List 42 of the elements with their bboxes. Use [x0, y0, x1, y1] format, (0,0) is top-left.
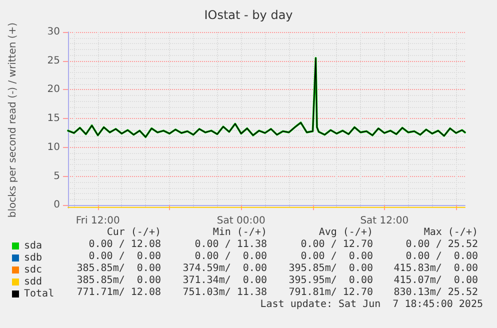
text: Avg (-/+)	[318, 227, 373, 239]
text: 0.00 / 0.00	[300, 251, 373, 263]
text: Cur (-/+)	[106, 227, 161, 239]
text: 791.81m/ 12.70	[288, 287, 373, 299]
x-tick-label: Sat 00:00	[216, 216, 266, 226]
text: 830.13m/ 25.52	[394, 287, 478, 299]
text: Last update: Sat Jun 7 18:45:00 2025	[260, 299, 483, 311]
text: 0.00 / 0.00	[406, 251, 478, 263]
text: 0.00 / 12.08	[88, 239, 161, 251]
x-tick-label: Sat 12:00	[360, 216, 409, 226]
legend-label: sda	[24, 240, 42, 252]
text: 0.00 / 0.00	[88, 251, 161, 263]
text: 0.00 / 12.70	[300, 239, 373, 251]
text: 771.71m/ 12.08	[76, 287, 161, 299]
x-tick-label: Fri 12:00	[76, 216, 120, 226]
y-tick-label: 30	[47, 26, 60, 38]
legend-label: sdc	[24, 264, 42, 276]
text: 395.95m/ 0.00	[288, 275, 373, 287]
legend-label: Total	[24, 288, 54, 300]
text: 0.00 / 25.52	[406, 239, 478, 251]
legend-label: sdb	[24, 252, 42, 264]
y-tick-label: 15	[47, 113, 60, 124]
text: 395.85m/ 0.00	[288, 263, 373, 275]
text: 374.59m/ 0.00	[182, 263, 267, 275]
y-tick-label: 20	[47, 84, 60, 96]
y-tick-label: 5	[54, 170, 60, 182]
y-axis-title: blocks per second read (-) / written (+)	[8, 22, 18, 218]
text: 415.07m/ 0.00	[394, 275, 478, 287]
text: 371.34m/ 0.00	[182, 275, 267, 287]
chart-title: IOstat - by day	[204, 8, 293, 22]
y-tick-label: 25	[47, 55, 60, 66]
text: Min (-/+)	[212, 227, 267, 239]
text: Max (-/+)	[424, 227, 478, 239]
legend-label: sdd	[24, 276, 42, 288]
text: 385.85m/ 0.00	[76, 263, 161, 275]
text: 415.83m/ 0.00	[394, 263, 478, 275]
text: 0.00 / 11.38	[194, 239, 267, 251]
y-tick-label: 0	[54, 200, 60, 211]
text: 385.85m/ 0.00	[76, 275, 161, 287]
y-tick-label: 10	[47, 142, 60, 153]
text: 0.00 / 0.00	[194, 251, 267, 263]
text: 751.03m/ 11.38	[182, 287, 267, 299]
